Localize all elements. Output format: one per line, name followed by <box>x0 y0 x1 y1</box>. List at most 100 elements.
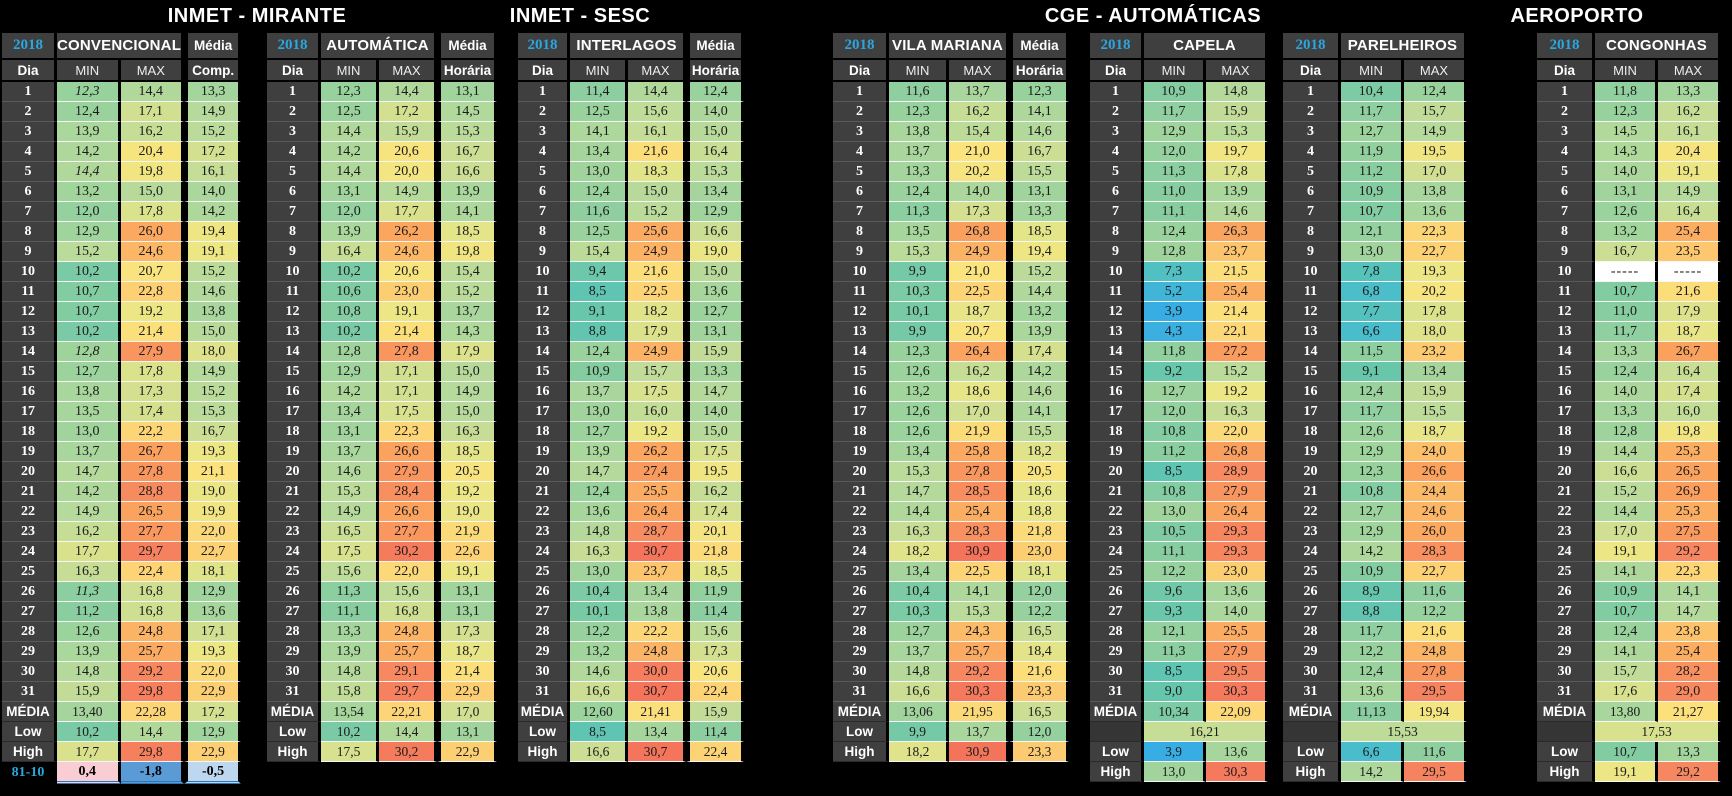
day-row: 16 13,8 17,3 15,2 <box>2 382 242 402</box>
min-temp-cell: 12,7 <box>570 422 628 442</box>
mean-temp-cell: 19,3 <box>184 442 242 462</box>
day-row: 28 12,6 24,8 17,1 <box>2 622 242 642</box>
min-temp-cell: 10,2 <box>57 262 121 282</box>
day-number: 27 <box>2 602 57 622</box>
day-number: 18 <box>2 422 57 442</box>
max-temp-cell: 12,4 <box>1404 82 1467 102</box>
day-number: 26 <box>1283 582 1341 602</box>
max-temp-cell: 25,3 <box>1658 442 1721 462</box>
mean-temp-cell: 23,3 <box>1009 682 1069 702</box>
day-row: 30 14,8 29,1 21,4 <box>267 662 497 682</box>
min-temp-cell: 15,8 <box>321 682 379 702</box>
high-row-value: 13,0 <box>1144 762 1206 782</box>
min-temp-cell: 10,4 <box>570 582 628 602</box>
day-row: 31 17,6 29,0 <box>1537 682 1721 702</box>
max-temp-cell: 19,1 <box>1658 162 1721 182</box>
day-number: 24 <box>1090 542 1144 562</box>
day-number: 25 <box>1283 562 1341 582</box>
media-row-value: 11,13 <box>1341 702 1404 722</box>
day-number: 3 <box>1090 122 1144 142</box>
day-number: 29 <box>267 642 321 662</box>
day-number: 28 <box>267 622 321 642</box>
mean-temp-cell: 15,5 <box>1009 162 1069 182</box>
day-row: 19 14,4 25,3 <box>1537 442 1721 462</box>
high-row-value: 17,7 <box>57 742 121 762</box>
day-row: 19 13,9 26,2 17,5 <box>518 442 744 462</box>
max-temp-cell: 30,3 <box>949 682 1009 702</box>
max-temp-cell: 19,8 <box>120 162 185 182</box>
day-number: 29 <box>833 642 889 662</box>
media-sub-header: Horária <box>686 60 744 82</box>
max-temp-cell: 14,4 <box>379 82 437 102</box>
min-temp-cell: 12,7 <box>1341 122 1404 142</box>
max-temp-cell: 16,2 <box>1658 102 1721 122</box>
day-number: 15 <box>267 362 321 382</box>
min-temp-cell: 14,3 <box>1595 142 1658 162</box>
min-temp-cell: 12,4 <box>1595 362 1658 382</box>
min-temp-cell: 10,2 <box>321 262 379 282</box>
day-column-header: Dia <box>1090 60 1144 82</box>
day-row: 2 12,3 16,2 <box>1537 102 1721 122</box>
day-number: 25 <box>1537 562 1595 582</box>
station-table-vila-mariana: 2018 VILA MARIANA Média Dia MIN MAX Horária 1 11… <box>833 33 1069 762</box>
day-number: 7 <box>518 202 570 222</box>
max-temp-cell: 17,3 <box>120 382 185 402</box>
day-number: 18 <box>1090 422 1144 442</box>
min-temp-cell: 17,7 <box>57 542 121 562</box>
min-temp-cell: 12,0 <box>1144 142 1206 162</box>
max-temp-cell: 30,2 <box>379 542 437 562</box>
column-header-row: Dia MIN MAX Horária <box>518 60 744 82</box>
max-temp-cell: 25,6 <box>628 222 686 242</box>
day-number: 12 <box>2 302 57 322</box>
mean-temp-cell: 16,7 <box>1009 142 1069 162</box>
anomaly-row-label: 81-10 <box>2 762 57 784</box>
day-row: 13 6,6 18,0 <box>1283 322 1467 342</box>
mean-temp-cell: 13,1 <box>437 602 497 622</box>
max-temp-cell: 28,3 <box>1404 542 1467 562</box>
max-temp-cell: 16,1 <box>1658 122 1721 142</box>
min-temp-cell: 10,8 <box>1144 482 1206 502</box>
mean-temp-cell: 12,2 <box>1009 602 1069 622</box>
mean-temp-cell: 22,9 <box>184 682 242 702</box>
day-row: 27 10,1 13,8 11,4 <box>518 602 744 622</box>
max-temp-cell: 21,4 <box>1206 302 1268 322</box>
max-temp-cell: 30,0 <box>628 662 686 682</box>
mean-temp-cell: 18,1 <box>1009 562 1069 582</box>
min-temp-cell: 12,8 <box>1595 422 1658 442</box>
high-row-value: 16,6 <box>570 742 628 762</box>
day-row: 20 15,3 27,8 20,5 <box>833 462 1069 482</box>
max-temp-cell: 25,4 <box>1658 642 1721 662</box>
day-number: 10 <box>1283 262 1341 282</box>
day-row: 14 11,5 23,2 <box>1283 342 1467 362</box>
day-row: 23 17,0 27,5 <box>1537 522 1721 542</box>
min-temp-cell: 13,9 <box>321 222 379 242</box>
day-number: 22 <box>518 502 570 522</box>
min-temp-cell: 9,2 <box>1144 362 1206 382</box>
day-row: 26 10,4 13,4 11,9 <box>518 582 744 602</box>
day-row: 17 13,4 17,5 15,0 <box>267 402 497 422</box>
day-row: 5 13,3 20,2 15,5 <box>833 162 1069 182</box>
day-number: 8 <box>1283 222 1341 242</box>
day-number: 6 <box>518 182 570 202</box>
day-row: 8 12,1 22,3 <box>1283 222 1467 242</box>
min-temp-cell: 12,4 <box>57 102 121 122</box>
media-sub-header: Comp. <box>184 60 242 82</box>
max-temp-cell: 24,9 <box>628 342 686 362</box>
media-row-label: MÉDIA <box>2 702 57 722</box>
day-row: 18 10,8 22,0 <box>1090 422 1268 442</box>
max-temp-cell: 20,7 <box>120 262 185 282</box>
period-average-blank-label <box>1283 722 1341 742</box>
low-row-value: 13,6 <box>1206 742 1268 762</box>
day-column-header: Dia <box>2 60 57 82</box>
min-temp-cell: 12,6 <box>889 402 949 422</box>
min-temp-cell: 12,8 <box>57 342 121 362</box>
day-row: 10 10,2 20,6 15,4 <box>267 262 497 282</box>
day-row: 10 9,9 21,0 15,2 <box>833 262 1069 282</box>
day-number: 3 <box>2 122 57 142</box>
day-row: 17 13,0 16,0 14,0 <box>518 402 744 422</box>
day-row: 23 16,3 28,3 21,8 <box>833 522 1069 542</box>
max-temp-cell: 19,3 <box>1404 262 1467 282</box>
day-number: 24 <box>1283 542 1341 562</box>
mean-temp-cell: 11,9 <box>686 582 744 602</box>
day-number: 23 <box>1283 522 1341 542</box>
